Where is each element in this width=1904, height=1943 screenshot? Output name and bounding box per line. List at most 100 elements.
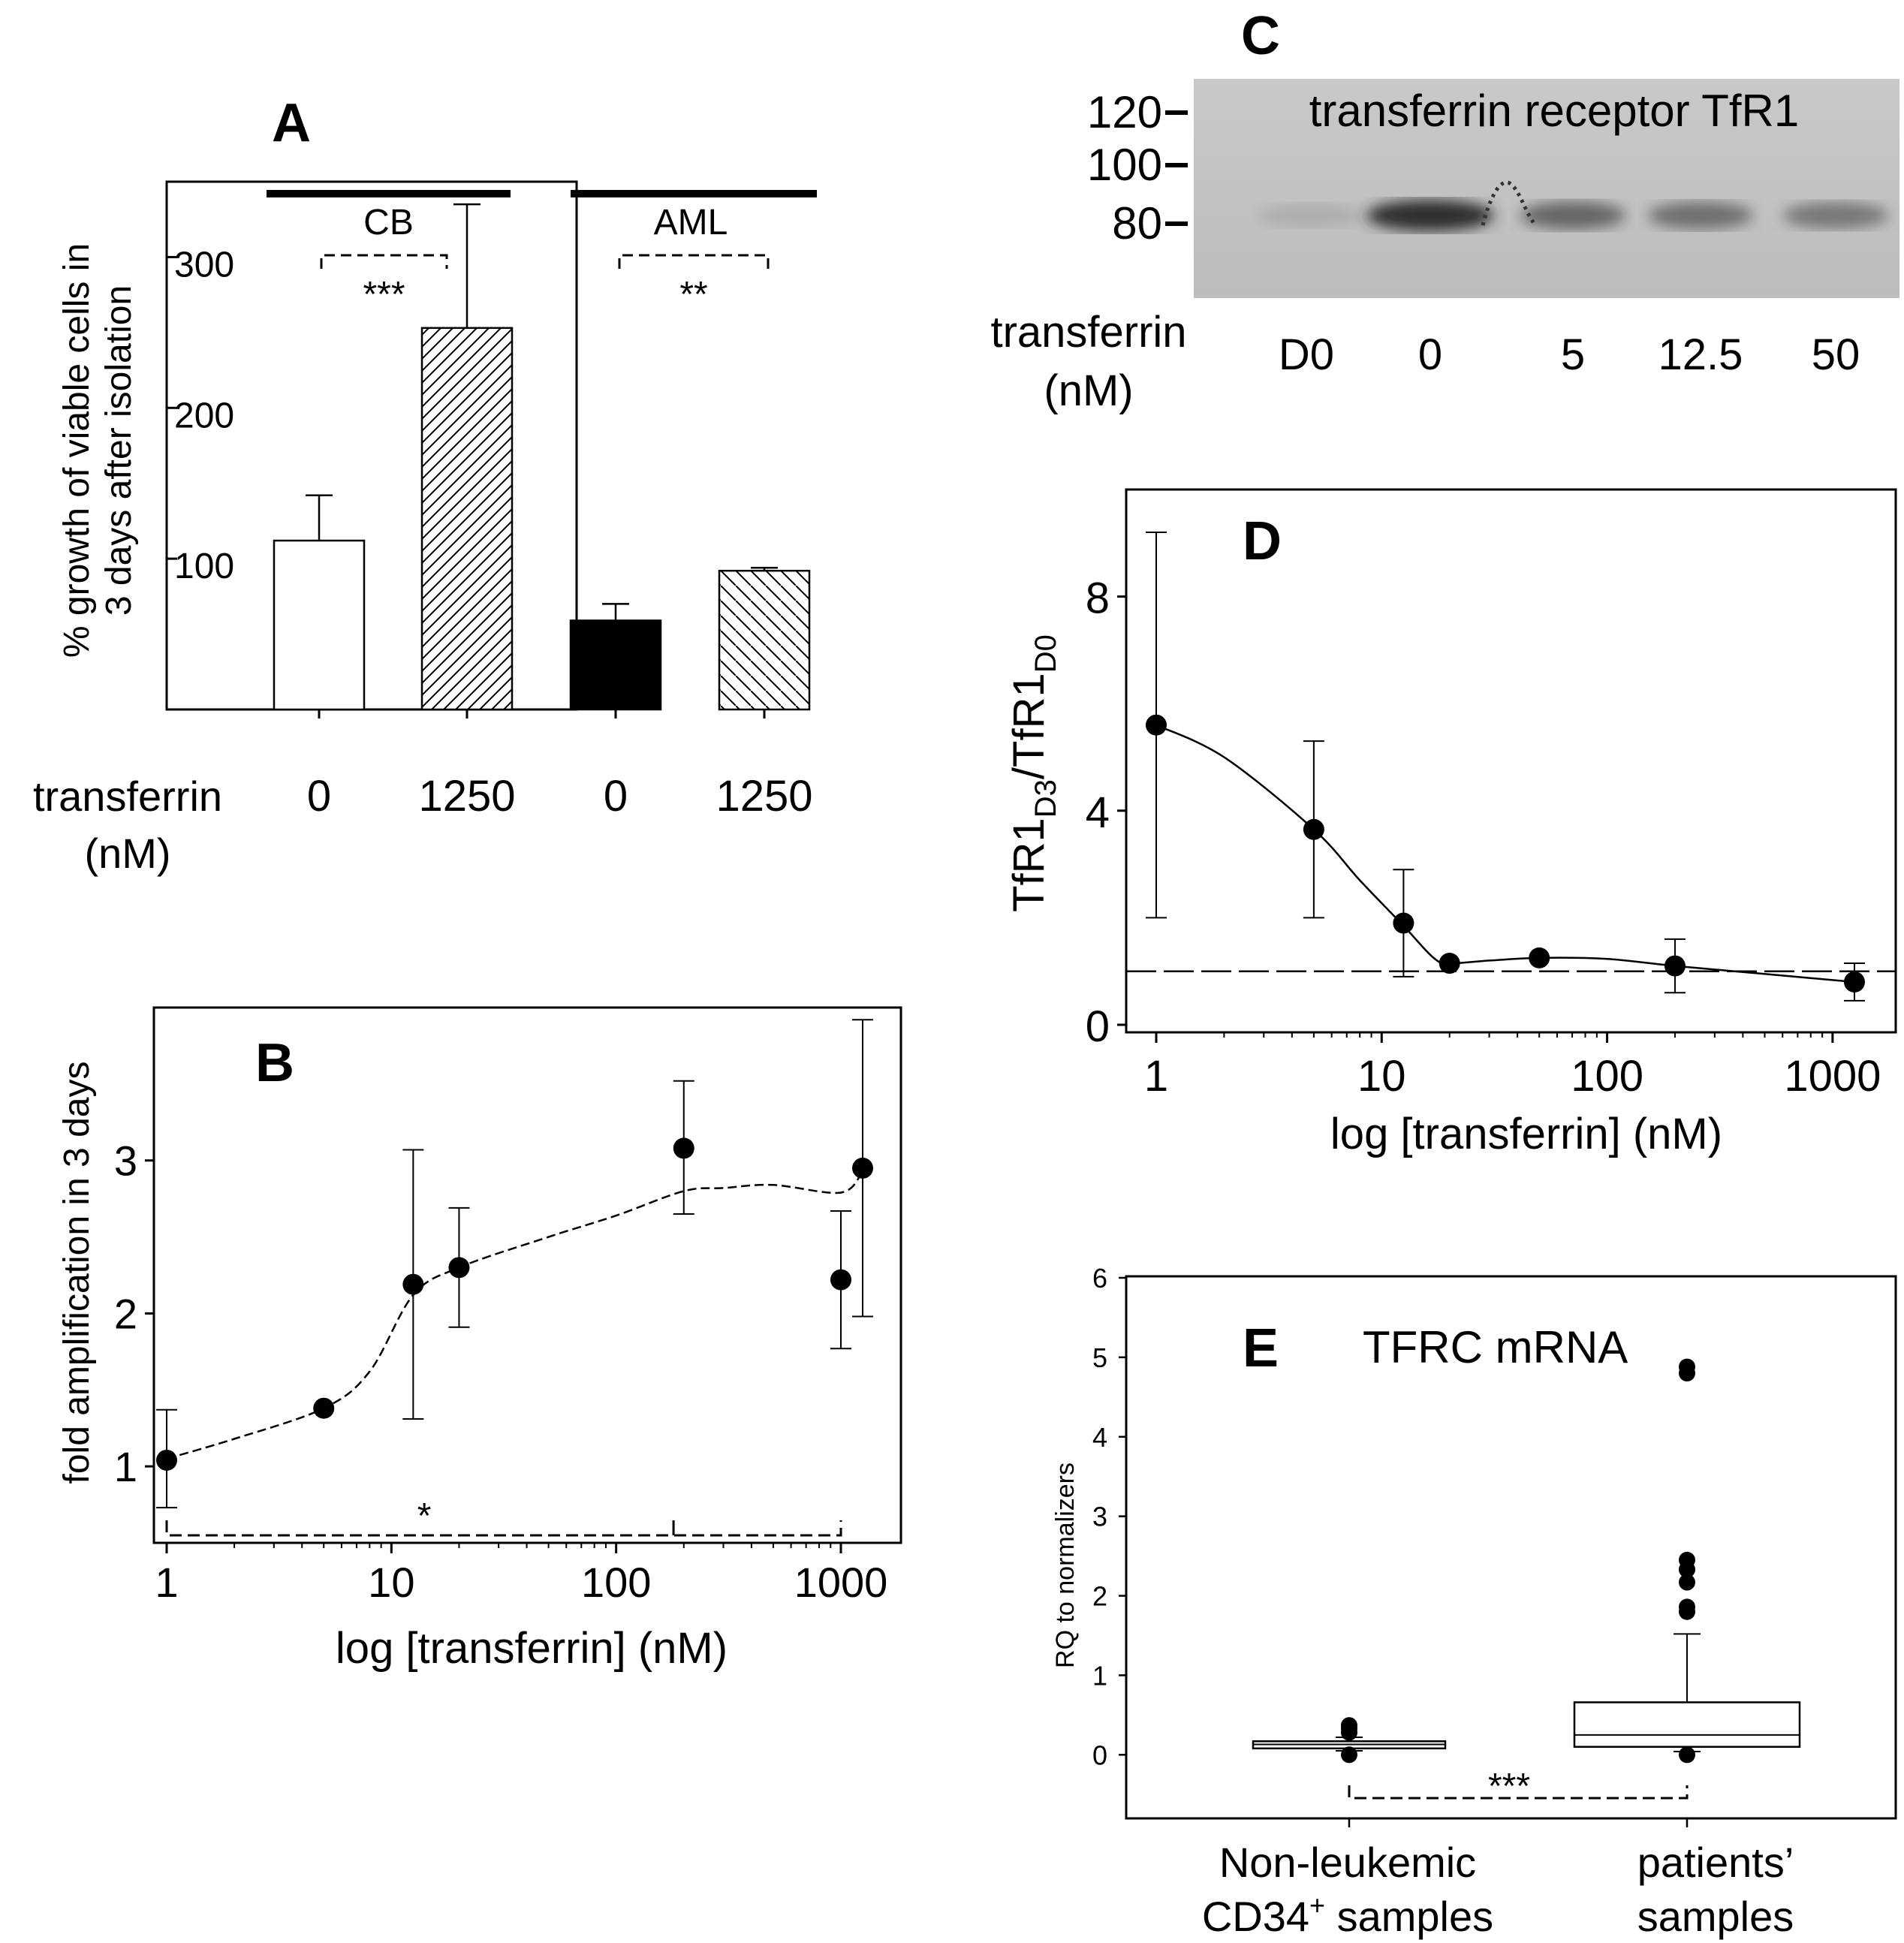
fit-curve bbox=[166, 1170, 863, 1460]
data-point bbox=[156, 1449, 177, 1471]
plot-frame bbox=[1125, 1275, 1897, 1820]
x-group-label: samples bbox=[1637, 1893, 1794, 1940]
panel-e-letter: E bbox=[1243, 1318, 1279, 1378]
x-group-label: patients’ bbox=[1637, 1839, 1794, 1886]
x-tick-label: 10 bbox=[368, 1559, 414, 1606]
x-tick-label: 100 bbox=[581, 1559, 651, 1606]
y-tick-label: 2 bbox=[114, 1290, 137, 1337]
x-tick-label: 0 bbox=[604, 772, 628, 821]
panel-a-y-label: % growth of viable cells in3 days after … bbox=[57, 243, 139, 658]
panel-c-x-label: transferrin (nM) bbox=[990, 308, 1186, 415]
y-tick-label: 4 bbox=[1086, 788, 1110, 837]
x-tick-label: 1000 bbox=[794, 1559, 888, 1606]
significance-label: ** bbox=[679, 275, 707, 315]
x-group-label: Non-leukemic bbox=[1219, 1839, 1476, 1886]
data-point bbox=[448, 1257, 470, 1279]
mw-marker-label: 120 bbox=[1087, 87, 1162, 137]
blot-band bbox=[1366, 200, 1494, 231]
data-point bbox=[402, 1273, 424, 1295]
bar bbox=[420, 327, 514, 711]
y-tick-label: 3 bbox=[114, 1137, 137, 1185]
y-tick-label: 6 bbox=[1092, 1263, 1107, 1294]
y-tick-label: 2 bbox=[1092, 1581, 1107, 1612]
bar bbox=[273, 539, 366, 711]
lane-label: 50 bbox=[1812, 330, 1860, 379]
box bbox=[1573, 1701, 1801, 1748]
blot-band bbox=[1648, 202, 1753, 229]
significance-label: * bbox=[417, 1496, 432, 1536]
outlier-point bbox=[1679, 1598, 1695, 1616]
data-point bbox=[852, 1157, 874, 1179]
panel-e: E TFRC mRNA 0 1 2 3 4 5 6 *** RQ to normalizers… bbox=[1051, 1263, 1897, 1940]
data-point bbox=[313, 1397, 335, 1419]
panel-d-x-label: log [transferrin] (nM) bbox=[1330, 1110, 1722, 1158]
panel-a: A 100 200 300 0 1250 0 1250 CB *** AML ** % growth… bbox=[33, 93, 817, 877]
significance-bracket bbox=[1348, 1785, 1689, 1800]
outlier-point bbox=[1679, 1574, 1695, 1591]
x-tick-label: 100 bbox=[1571, 1052, 1643, 1101]
y-tick-label: 100 bbox=[174, 547, 234, 586]
significance-label: *** bbox=[1488, 1767, 1530, 1806]
data-point bbox=[673, 1137, 694, 1159]
blot-bands bbox=[1258, 180, 1888, 231]
mw-marker-label: 80 bbox=[1112, 198, 1162, 249]
x-tick-label: 1000 bbox=[1784, 1052, 1881, 1101]
mw-marker-label: 100 bbox=[1087, 140, 1162, 190]
lane-label: 5 bbox=[1561, 330, 1585, 379]
significance-bracket bbox=[165, 1520, 842, 1537]
data-point bbox=[1393, 912, 1414, 934]
y-tick-label: 1 bbox=[114, 1443, 137, 1490]
blot-band bbox=[1520, 201, 1625, 230]
data-point bbox=[1146, 714, 1167, 736]
x-tick-label: 1 bbox=[155, 1559, 178, 1606]
y-tick-label: 0 bbox=[1086, 1002, 1110, 1051]
blot-title: transferrin receptor TfR1 bbox=[1309, 86, 1799, 136]
y-tick-label: 4 bbox=[1092, 1422, 1107, 1453]
y-tick-label: 0 bbox=[1092, 1740, 1107, 1770]
y-tick-label: 8 bbox=[1086, 574, 1110, 623]
group-label: AML bbox=[654, 203, 728, 242]
panel-a-x-label: transferrin (nM) bbox=[33, 773, 222, 877]
y-tick-label: 5 bbox=[1092, 1342, 1107, 1373]
lane-label: D0 bbox=[1279, 330, 1334, 379]
blot-artifact bbox=[1481, 180, 1538, 227]
y-tick-label: 3 bbox=[1092, 1502, 1107, 1532]
x-tick-label: 1250 bbox=[716, 772, 812, 821]
y-tick-label: 200 bbox=[174, 396, 234, 435]
panel-c-letter: C bbox=[1241, 6, 1280, 66]
bar bbox=[718, 569, 811, 711]
plot-frame bbox=[165, 180, 578, 711]
panel-b-y-label: fold amplification in 3 days bbox=[57, 1062, 97, 1484]
x-tick-label: 10 bbox=[1357, 1052, 1406, 1101]
data-point bbox=[1843, 971, 1865, 993]
significance-bracket bbox=[618, 254, 770, 269]
significance-label: *** bbox=[363, 275, 405, 315]
panel-a-letter: A bbox=[272, 93, 311, 153]
panel-e-y-label: RQ to normalizers bbox=[1051, 1463, 1080, 1668]
fit-curve bbox=[1155, 724, 1855, 984]
outlier-point bbox=[1341, 1717, 1357, 1734]
lane-label: 0 bbox=[1418, 330, 1442, 379]
data-point bbox=[1664, 955, 1686, 977]
y-tick-label: 1 bbox=[1092, 1660, 1107, 1691]
lane-label: 12.5 bbox=[1658, 330, 1743, 379]
x-tick-label: 1250 bbox=[418, 772, 515, 821]
x-tick-label: 0 bbox=[307, 772, 331, 821]
significance-bracket bbox=[320, 254, 448, 269]
data-point bbox=[1303, 818, 1324, 840]
data-point bbox=[830, 1269, 851, 1291]
outlier-point bbox=[1679, 1358, 1695, 1375]
outlier-point bbox=[1679, 1746, 1695, 1764]
x-group-label: CD34+ samples bbox=[1202, 1890, 1493, 1940]
svg-text:TfR1D3/TfR1D0: TfR1D3/TfR1D0 bbox=[1005, 634, 1062, 912]
panel-b-letter: B bbox=[255, 1033, 294, 1093]
panel-d: D 0 4 8 1 10 100 1000 TfR1D3/TfR1D0 log [trans… bbox=[1005, 488, 1897, 1158]
outlier-point bbox=[1679, 1551, 1695, 1568]
bar bbox=[569, 619, 662, 711]
blot-band bbox=[1258, 203, 1363, 227]
panel-b: B 1 2 3 1 10 100 1000 * fold amplification in 3… bbox=[57, 1006, 902, 1673]
y-tick-label: 300 bbox=[174, 245, 234, 285]
panel-d-letter: D bbox=[1243, 511, 1282, 571]
